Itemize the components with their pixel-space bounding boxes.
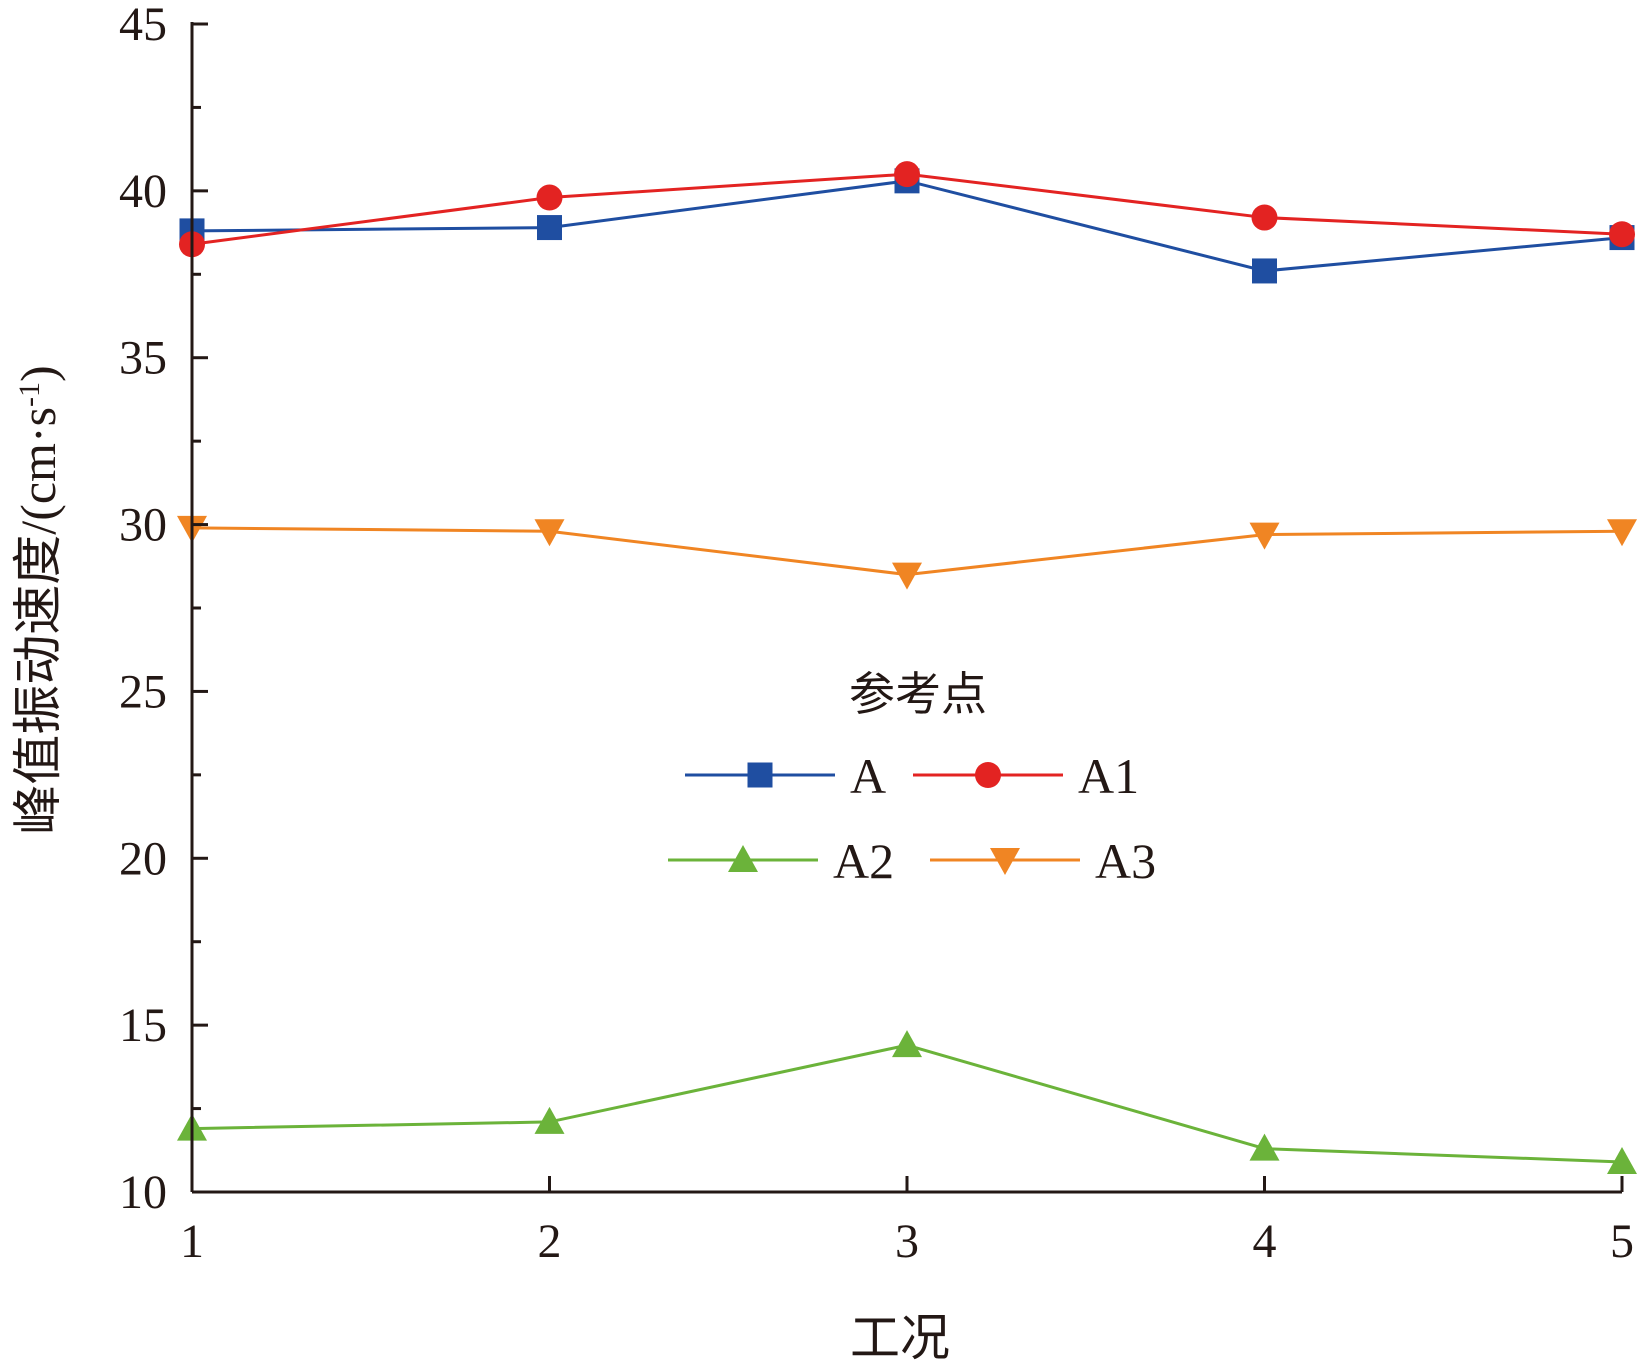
series-line-a — [191, 179, 1623, 273]
data-point-a3 — [534, 519, 565, 547]
data-point-a — [537, 215, 562, 241]
legend-label-a3: A3 — [1095, 833, 1156, 889]
x-tick-label: 4 — [1253, 1215, 1277, 1268]
x-axis-title: 工况 — [850, 1310, 950, 1363]
y-tick-label: 40 — [119, 165, 167, 218]
y-tick-label: 10 — [119, 1166, 167, 1219]
y-tick-label: 45 — [119, 0, 167, 51]
y-tick-label: 35 — [119, 332, 167, 385]
data-point-a1 — [894, 161, 920, 188]
legend-label-a: A — [850, 748, 886, 804]
legend: 参考点 A A1 A2 A3 — [668, 669, 1156, 889]
data-point-a3 — [892, 562, 922, 590]
data-point-a3 — [1607, 519, 1637, 547]
data-point-a — [1252, 258, 1277, 284]
legend-marker-a — [747, 762, 773, 788]
data-point-a1 — [1251, 204, 1278, 231]
data-point-a2 — [1607, 1146, 1637, 1174]
data-point-a2 — [534, 1106, 565, 1134]
data-point-a3 — [1249, 522, 1280, 550]
y-tick-label: 25 — [119, 665, 167, 718]
x-tick-label: 5 — [1610, 1215, 1634, 1268]
x-tick-label: 3 — [895, 1215, 919, 1268]
y-tick-label: 20 — [119, 832, 167, 885]
y-tick-label: 30 — [119, 499, 167, 552]
y-axis-title-sup: -1 — [13, 382, 46, 407]
legend-label-a2: A2 — [833, 833, 894, 889]
x-tick-label: 2 — [538, 1215, 562, 1268]
plot-area — [177, 161, 1637, 1174]
legend-label-a1: A1 — [1078, 748, 1139, 804]
data-point-a2 — [892, 1030, 922, 1058]
legend-marker-a3 — [990, 848, 1020, 875]
legend-title: 参考点 — [849, 669, 987, 720]
y-axis-title-close: ) — [10, 365, 66, 382]
data-point-a2 — [1249, 1133, 1280, 1161]
series-line-a2 — [191, 1043, 1623, 1164]
y-axis-title-main: 峰值振动速度/(cm·s — [10, 407, 66, 835]
data-point-a1 — [536, 184, 563, 211]
legend-marker-a1 — [975, 762, 1001, 788]
data-point-a1 — [1609, 221, 1635, 248]
legend-marker-a2 — [728, 845, 758, 872]
y-axis-title: 峰值振动速度/(cm·s-1) — [10, 365, 66, 834]
y-tick-label: 15 — [119, 999, 167, 1052]
x-tick-label: 1 — [180, 1215, 204, 1268]
